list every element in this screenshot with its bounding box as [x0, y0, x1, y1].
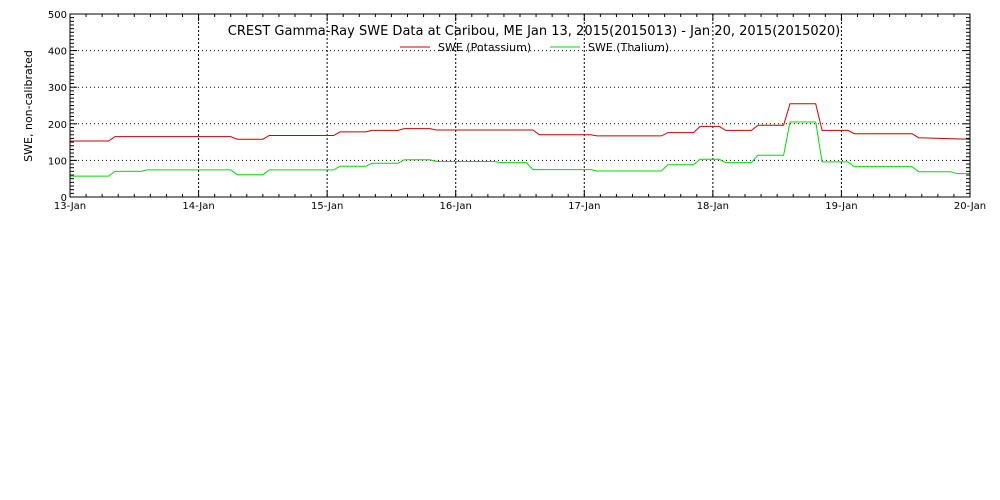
y-tick-label: 0	[61, 193, 67, 204]
x-tick-label: 19-Jan	[825, 201, 857, 212]
x-tick-label: 18-Jan	[697, 201, 729, 212]
y-tick-label: 400	[48, 47, 67, 58]
legend-label-potassium: SWE (Potassium)	[438, 41, 531, 54]
legend: SWE (Potassium) SWE (Thalium)	[400, 41, 669, 54]
y-tick-label: 100	[48, 156, 67, 167]
tick-labels: 0 100 200 300 400 500 13-Jan 14-Jan 15-Jan 16-Jan…	[48, 10, 986, 212]
chart-title: CREST Gamma-Ray SWE Data at Caribou, ME …	[228, 24, 840, 39]
y-tick-label: 500	[48, 10, 67, 21]
x-tick-label: 13-Jan	[54, 201, 86, 212]
series-line-thalium	[70, 121, 970, 177]
legend-label-thalium: SWE (Thalium)	[588, 41, 669, 54]
x-tick-label: 14-Jan	[182, 201, 214, 212]
grid-lines	[70, 14, 970, 197]
x-tick-label: 17-Jan	[568, 201, 600, 212]
y-tick-label: 200	[48, 120, 67, 131]
y-axis-title: SWE, non-calibrated	[22, 50, 35, 162]
x-tick-label: 20-Jan	[954, 201, 986, 212]
series-line-potassium	[70, 103, 971, 142]
series-lines	[70, 103, 971, 177]
x-tick-label: 15-Jan	[311, 201, 343, 212]
y-tick-label: 300	[48, 83, 67, 94]
axis-ticks	[69, 13, 971, 198]
x-tick-label: 16-Jan	[440, 201, 472, 212]
